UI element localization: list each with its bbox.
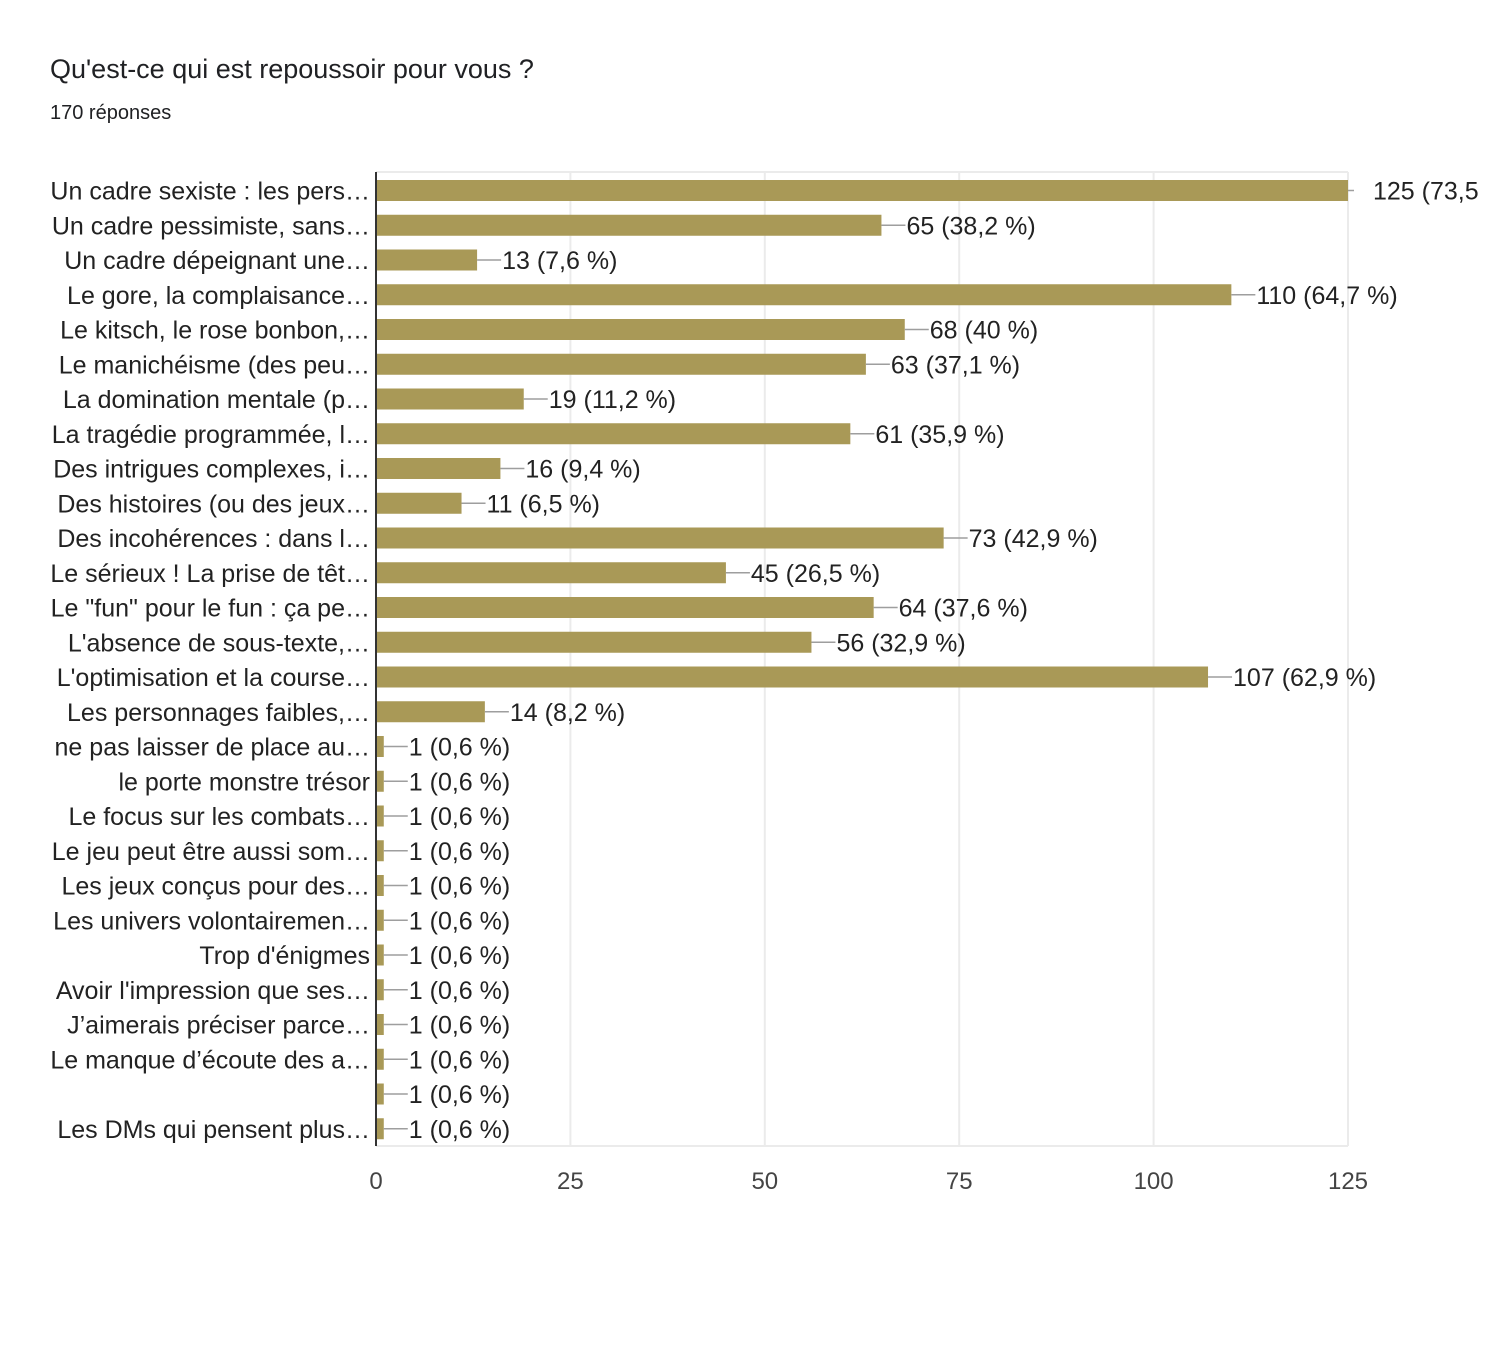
bar: [376, 631, 812, 653]
category-label: Un cadre dépeignant une…: [64, 247, 370, 275]
bar: [376, 423, 851, 445]
x-tick-label: 125: [1328, 1168, 1368, 1195]
bar: [376, 770, 384, 792]
data-label: 1 (0,6 %): [409, 838, 510, 866]
data-label: 16 (9,4 %): [525, 456, 640, 484]
bar: [376, 562, 726, 584]
category-label: Les DMs qui pensent plus…: [57, 1116, 370, 1144]
bar: [376, 249, 478, 271]
x-tick-label: 100: [1134, 1168, 1174, 1195]
category-label: Un cadre pessimiste, sans…: [52, 212, 370, 240]
data-label: 1 (0,6 %): [409, 1116, 510, 1144]
response-count: 170 réponses: [50, 102, 172, 124]
bar: [376, 701, 485, 723]
category-label: Un cadre sexiste : les pers…: [50, 178, 370, 206]
category-label: Les personnages faibles,…: [67, 699, 370, 727]
category-label: Avoir l'impression que ses…: [56, 977, 370, 1005]
bar: [376, 805, 384, 827]
category-label: Le manichéisme (des peu…: [59, 351, 370, 379]
data-label: 1 (0,6 %): [409, 1046, 510, 1074]
data-label: 1 (0,6 %): [409, 768, 510, 796]
data-label: 1 (0,6 %): [409, 942, 510, 970]
data-label: 11 (6,5 %): [487, 490, 600, 518]
category-label: J’aimerais préciser parce…: [67, 1012, 370, 1040]
category-label: Le focus sur les combats…: [68, 803, 370, 831]
x-tick-label: 75: [946, 1168, 973, 1195]
bar: [376, 214, 882, 236]
data-label: 19 (11,2 %): [549, 386, 676, 414]
data-label: 1 (0,6 %): [409, 1081, 510, 1109]
data-label: 110 (64,7 %): [1256, 282, 1397, 310]
category-label: Le gore, la complaisance…: [67, 282, 370, 310]
data-label: 64 (37,6 %): [899, 595, 1028, 623]
data-label: 61 (35,9 %): [875, 421, 1004, 449]
category-label: ne pas laisser de place au…: [55, 734, 370, 762]
data-label: 14 (8,2 %): [510, 699, 625, 727]
category-label: La tragédie programmée, l…: [52, 421, 370, 449]
x-tick-label: 0: [369, 1168, 382, 1195]
data-label: 73 (42,9 %): [969, 525, 1098, 553]
data-label: 63 (37,1 %): [891, 351, 1020, 379]
bar: [376, 1014, 384, 1035]
category-label: Des incohérences : dans l…: [57, 525, 370, 553]
bar: [376, 840, 384, 862]
data-label: 45 (26,5 %): [751, 560, 880, 588]
category-label: Les univers volontairemen…: [53, 907, 370, 935]
category-label: L'absence de sous-texte,…: [68, 629, 370, 657]
x-tick-label: 50: [751, 1168, 778, 1195]
bar: [376, 736, 384, 757]
category-label: La domination mentale (p…: [63, 386, 370, 414]
axis-layer: 0 25 50 75 100 125: [369, 172, 1368, 1195]
category-label: Des intrigues complexes, i…: [53, 456, 370, 484]
data-label: 1 (0,6 %): [409, 734, 510, 762]
x-tick-label: 25: [557, 1168, 584, 1195]
bar: [376, 353, 866, 375]
category-label: Le "fun" pour le fun : ça pe…: [51, 595, 370, 623]
category-label: le porte monstre trésor: [119, 768, 371, 796]
chart-title: Qu'est-ce qui est repoussoir pour vous ?: [50, 54, 534, 84]
data-label: 13 (7,6 %): [502, 247, 617, 275]
category-label: Les jeux conçus pour des…: [61, 873, 370, 901]
category-label: L'optimisation et la course…: [57, 664, 370, 692]
data-label: 1 (0,6 %): [409, 873, 510, 901]
bar: [376, 527, 944, 549]
bar: [376, 944, 384, 966]
bar: [376, 979, 384, 1001]
bar: [376, 909, 384, 931]
data-label: 1 (0,6 %): [409, 803, 510, 831]
bar-layer: [376, 180, 1348, 1140]
data-label: 1 (0,6 %): [409, 977, 510, 1005]
bar: [376, 284, 1232, 306]
category-label: Le manque d’écoute des a…: [50, 1046, 370, 1074]
category-label: Le kitsch, le rose bonbon,…: [60, 317, 370, 345]
category-label: Le jeu peut être aussi som…: [52, 838, 370, 866]
data-label: 65 (38,2 %): [906, 212, 1035, 240]
data-label: 1 (0,6 %): [409, 907, 510, 935]
bar: [376, 1048, 384, 1070]
bar: [376, 180, 1348, 201]
category-label: Le sérieux ! La prise de têt…: [50, 560, 370, 588]
category-label: Trop d'énigmes: [199, 942, 370, 970]
bar: [376, 597, 874, 618]
bar: [376, 1083, 384, 1105]
bar: [376, 875, 384, 896]
label-layer: 125 (73,5 Un cadre sexiste : les pers… 65 …: [50, 178, 1478, 1144]
data-label: 125 (73,5: [1373, 178, 1479, 206]
data-label: 68 (40 %): [930, 317, 1038, 345]
bar: [376, 492, 462, 514]
bar: [376, 458, 501, 479]
bar: [376, 388, 524, 410]
bar: [376, 319, 905, 340]
bar: [376, 666, 1209, 688]
data-label: 107 (62,9 %): [1233, 664, 1376, 692]
data-label: 56 (32,9 %): [836, 629, 965, 657]
grid-layer: [376, 171, 1349, 1147]
bar: [376, 1118, 384, 1140]
data-label: 1 (0,6 %): [409, 1012, 510, 1040]
category-label: Des histoires (ou des jeux…: [57, 490, 370, 518]
